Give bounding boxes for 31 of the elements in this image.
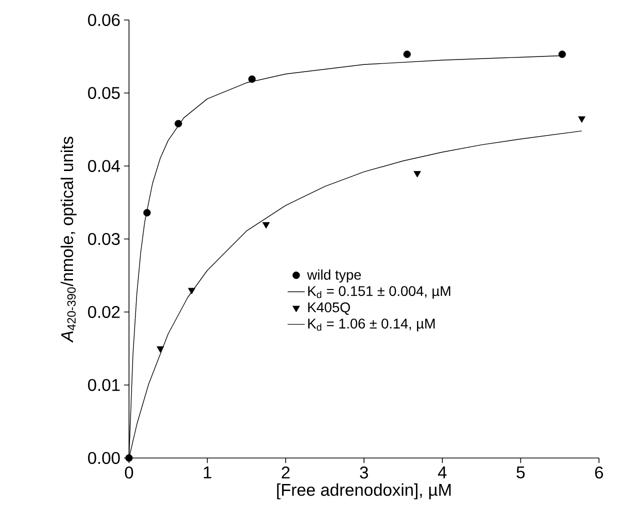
y-tick-label: 0.03 (88, 232, 120, 246)
y-tick-label: 0.02 (88, 306, 120, 318)
legend-label: K$_{d}$ = 1.06 ± 0.14, µM (308, 318, 435, 332)
point (248, 75, 256, 83)
point (262, 222, 270, 229)
legend-label: wild type (307, 269, 361, 283)
point (156, 346, 164, 353)
point (174, 120, 182, 128)
x-tick-label: 4 (438, 466, 447, 478)
x-tick-label: 2 (282, 466, 290, 478)
y-tick-label: 0.06 (88, 14, 120, 26)
x-tick-label: 6 (595, 466, 603, 479)
point (558, 50, 566, 58)
legend-label: K405Q (308, 302, 350, 315)
legend-label: K$_{d}$ = 0.151 ± 0.004, µM (308, 286, 450, 299)
y-axis-title: A$_{420-390}$/nmole, optical units (60, 136, 77, 343)
point (188, 288, 196, 294)
point (125, 454, 133, 462)
x-tick-label: 0 (124, 466, 134, 479)
x-tick-label: 1 (204, 466, 212, 478)
point (143, 209, 151, 216)
y-tick-label: 0.05 (88, 86, 120, 100)
y-tick-label: 0.04 (88, 160, 120, 172)
point (414, 171, 421, 178)
y-tick-label: 0.01 (88, 378, 120, 392)
point (578, 116, 586, 123)
point (403, 50, 411, 58)
x-tick-label: 3 (360, 466, 368, 479)
x-tick-label: 5 (516, 466, 525, 478)
x-axis-title: [Free adrenodoxin], µM (277, 483, 451, 500)
y-tick-label: 0.00 (88, 452, 120, 464)
